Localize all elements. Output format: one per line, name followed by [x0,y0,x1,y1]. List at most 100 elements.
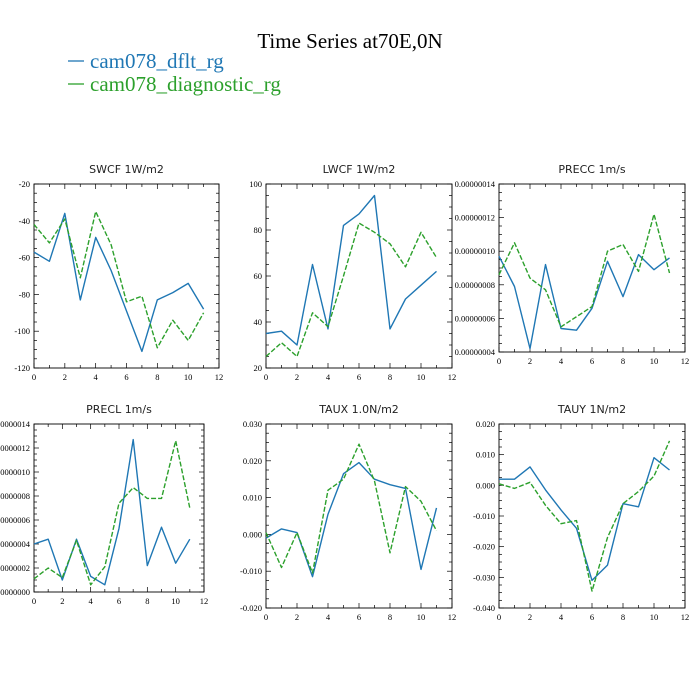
plot-frame-taux [265,423,453,609]
panel-title-precc: PRECC 1m/s [558,163,626,176]
x-tick-label-precc: 4 [559,356,564,366]
y-tick-label-tauy: -0.010 [473,511,495,521]
series-line-tauy-diagnostic [498,440,671,592]
x-tick-label-precc: 2 [528,356,532,366]
x-tick-label-swcf: 0 [32,372,36,382]
figure-title: Time Series at70E,0N [257,29,442,53]
x-tick-label-tauy: 0 [497,612,501,622]
x-tick-label-taux: 2 [295,612,299,622]
y-tick-label-tauy: 0.020 [476,419,495,429]
x-tick-label-swcf: 4 [94,372,99,382]
x-tick-label-taux: 4 [326,612,331,622]
y-tick-label-lwcf: 40 [254,317,263,327]
x-tick-label-swcf: 6 [124,372,128,382]
panel-title-precl: PRECL 1m/s [86,403,152,416]
y-tick-label-taux: -0.020 [240,603,262,613]
x-tick-label-precl: 0 [32,596,36,606]
series-line-precl-dflt [33,438,191,586]
y-tick-label-precl: 0.00000006 [0,515,30,525]
y-tick-label-precc: 0.00000010 [455,246,495,256]
panels: SWCF 1W/m2 0 2 4 6 8 10 12 -120 -100 -80 -60 -40 -20 L… [0,163,689,622]
y-tick-label-tauy: -0.040 [473,603,495,613]
x-tick-label-taux: 0 [264,612,268,622]
y-tick-label-precl: 0.00000010 [0,467,30,477]
x-tick-label-precc: 8 [621,356,625,366]
y-tick-label-swcf: -120 [14,363,30,373]
x-tick-label-precl: 12 [200,596,209,606]
x-tick-label-swcf: 2 [63,372,67,382]
series-line-precc-diagnostic [498,213,671,328]
panel-lwcf: LWCF 1W/m2 0 2 4 6 8 10 12 20 40 60 80 100 [249,163,456,382]
y-tick-label-swcf: -20 [19,179,30,189]
series-line-taux-diagnostic [265,443,438,574]
series-line-tauy-dflt [499,457,670,582]
x-tick-label-taux: 6 [357,612,361,622]
series-line-precl-diagnostic [33,440,191,586]
x-tick-label-taux: 12 [448,612,457,622]
x-tick-label-tauy: 6 [590,612,594,622]
x-tick-label-taux: 8 [388,612,392,622]
series-line-taux-dflt [265,461,438,578]
y-tick-label-precc: 0.00000008 [455,280,495,290]
x-tick-label-precl: 8 [145,596,149,606]
y-tick-label-lwcf: 80 [254,225,263,235]
y-tick-label-tauy: -0.020 [473,542,495,552]
x-tick-label-precl: 10 [171,596,180,606]
y-tick-label-swcf: -60 [19,253,30,263]
y-tick-label-taux: 0.020 [243,456,262,466]
plot-frame-precl [33,423,205,593]
series-line-swcf-diagnostic [33,210,205,349]
x-tick-label-tauy: 10 [650,612,659,622]
panel-title-taux: TAUX 1.0N/m2 [318,403,399,416]
x-tick-label-lwcf: 0 [264,372,268,382]
y-tick-label-precl: 0.00000008 [0,491,30,501]
y-tick-label-swcf: -40 [19,216,30,226]
panel-title-lwcf: LWCF 1W/m2 [323,163,396,176]
series-line-lwcf-diagnostic [265,222,438,358]
panel-swcf: SWCF 1W/m2 0 2 4 6 8 10 12 -120 -100 -80 -60 -40 -20 [14,163,223,382]
y-tick-label-swcf: -100 [14,326,30,336]
x-tick-label-lwcf: 6 [357,372,361,382]
y-tick-label-taux: 0.010 [243,493,262,503]
x-tick-label-precc: 10 [650,356,659,366]
y-tick-label-precc: 0.00000004 [455,347,496,357]
legend: cam078_dflt_rg cam078_diagnostic_rg [68,49,281,96]
x-tick-label-tauy: 12 [681,612,690,622]
y-tick-label-swcf: -80 [19,289,30,299]
y-tick-label-taux: 0.030 [243,419,262,429]
y-tick-label-precl: 0.00000014 [0,419,31,429]
plot-frame-lwcf [265,183,453,369]
x-tick-label-lwcf: 10 [417,372,426,382]
x-tick-label-tauy: 2 [528,612,532,622]
y-tick-label-taux: 0.000 [243,529,262,539]
series-line-lwcf-dflt [265,194,437,346]
y-tick-label-precl: 0.00000004 [0,539,31,549]
panel-tauy: TAUY 1N/m2 0 2 4 6 8 10 12 -0.040 -0.030 -0.020 -0.… [473,403,689,622]
x-tick-label-precl: 2 [60,596,64,606]
y-tick-label-tauy: -0.030 [473,572,495,582]
legend-label-diagnostic: cam078_diagnostic_rg [90,72,281,96]
y-tick-label-precc: 0.00000006 [455,313,495,323]
x-tick-label-swcf: 12 [215,372,224,382]
series-line-precc-dflt [498,253,670,350]
y-tick-label-tauy: 0.000 [476,480,495,490]
y-tick-label-precc: 0.00000014 [455,179,496,189]
panel-title-tauy: TAUY 1N/m2 [557,403,626,416]
x-tick-label-precl: 4 [89,596,94,606]
plot-frame-swcf [33,183,220,369]
x-tick-label-taux: 10 [417,612,426,622]
x-tick-label-precc: 0 [497,356,501,366]
x-tick-label-precc: 6 [590,356,594,366]
y-tick-label-precl: 0.00000012 [0,443,30,453]
legend-label-dflt: cam078_dflt_rg [90,49,224,73]
series-line-swcf-dflt [33,212,205,353]
x-tick-label-tauy: 8 [621,612,625,622]
panel-precc: PRECC 1m/s 0 2 4 6 8 10 12 0.00000004 0.00000006 0… [455,163,690,366]
x-tick-label-lwcf: 8 [388,372,392,382]
y-tick-label-taux: -0.010 [240,566,262,576]
y-tick-label-lwcf: 60 [254,271,263,281]
y-tick-label-precc: 0.00000012 [455,213,495,223]
